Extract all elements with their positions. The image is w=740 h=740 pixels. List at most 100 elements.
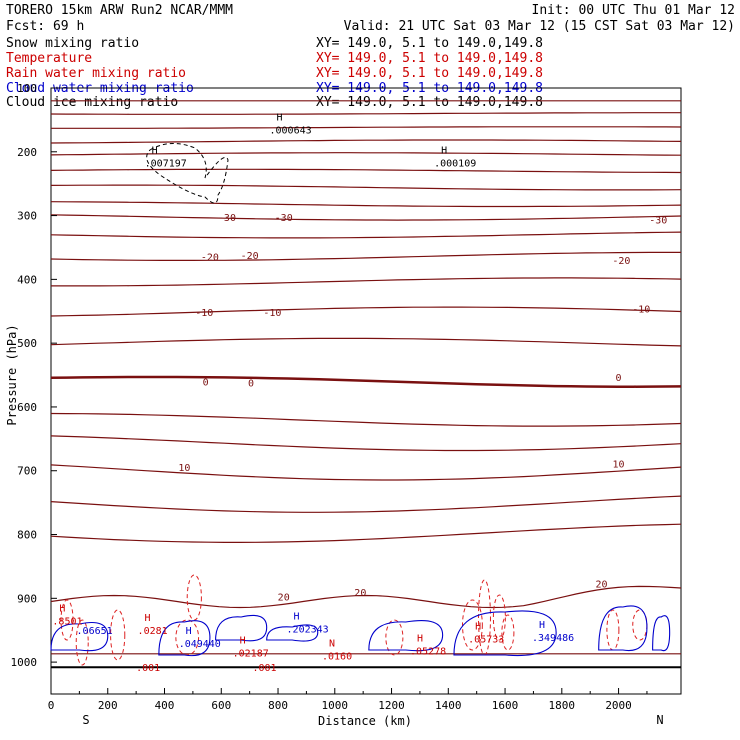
isotherm-label: -20 bbox=[612, 256, 630, 267]
maximum-marker: H bbox=[294, 612, 300, 623]
isotherm-line bbox=[51, 126, 682, 129]
x-end-label-right: N bbox=[656, 713, 663, 727]
legend-snow-xy: XY= 149.0, 5.1 to 149.0,149.8 bbox=[316, 36, 543, 51]
x-tick-label: 1000 bbox=[322, 699, 349, 712]
rain-contour bbox=[110, 609, 126, 661]
maximum-value: .000643 bbox=[270, 125, 312, 136]
rain-contour bbox=[186, 574, 202, 621]
isotherm-lines bbox=[50, 100, 682, 669]
isotherm-line bbox=[50, 201, 682, 208]
isotherm-line bbox=[50, 139, 682, 144]
maximum-marker: H bbox=[539, 620, 545, 631]
legend-cloud-ice-xy: XY= 149.0, 5.1 to 149.0,149.8 bbox=[316, 95, 543, 110]
isotherm-line bbox=[50, 168, 682, 174]
cloud-water-contour bbox=[50, 621, 109, 652]
maximum-value: .8501 bbox=[52, 616, 82, 627]
y-tick-label: 700 bbox=[17, 465, 37, 478]
maximum-marker: H bbox=[152, 145, 158, 156]
rain-contour bbox=[385, 619, 404, 656]
isotherm-label: -10 bbox=[263, 308, 281, 319]
isotherm-line bbox=[50, 112, 681, 115]
isotherm-line bbox=[50, 464, 682, 481]
maximum-value: .202343 bbox=[287, 625, 329, 636]
y-tick-label: 900 bbox=[17, 592, 37, 605]
valid-time: Valid: 21 UTC Sat 03 Mar 12 (15 CST Sat … bbox=[344, 19, 735, 34]
maximum-value: .049440 bbox=[179, 639, 221, 650]
y-tick-label: 400 bbox=[17, 273, 37, 286]
isotherm-line bbox=[50, 585, 682, 609]
isotherm-label: 20 bbox=[354, 588, 366, 599]
maximum-marker: H bbox=[276, 112, 282, 123]
x-end-label-left: S bbox=[82, 713, 89, 727]
contour-labels: -30 -30 -30 -20 -20 -20 -10 -10 -10 0 0 0 10 10 20 20 20 bbox=[178, 213, 667, 604]
x-tick-label: 2000 bbox=[605, 699, 632, 712]
isotherm-line bbox=[50, 184, 682, 191]
maximum-value: .001 bbox=[136, 663, 160, 674]
cloud-water-contour bbox=[652, 615, 671, 652]
maximum-marker: H bbox=[186, 626, 192, 637]
legend-cloud-ice: Cloud ice mixing ratio bbox=[6, 95, 178, 110]
x-tick-label: 400 bbox=[155, 699, 175, 712]
isotherm-label: 0 bbox=[616, 373, 622, 384]
isotherm-label: -30 bbox=[649, 215, 667, 226]
isotherm-line bbox=[51, 277, 682, 287]
x-tick-label: 1600 bbox=[492, 699, 519, 712]
isotherm-label: 10 bbox=[178, 463, 190, 474]
isotherm-line bbox=[50, 435, 682, 452]
forecast-hour: Fcst: 69 h bbox=[6, 19, 84, 34]
rain-contour bbox=[461, 599, 483, 651]
cloud-water-contour bbox=[598, 605, 648, 652]
rain-contour bbox=[501, 614, 515, 651]
maximum-value: .001 bbox=[252, 663, 276, 674]
maximum-value: .349486 bbox=[532, 633, 574, 644]
maximum-marker: H bbox=[441, 145, 447, 156]
y-tick-label: 200 bbox=[17, 146, 37, 159]
rain-contour bbox=[75, 619, 89, 666]
isotherm-line bbox=[50, 495, 682, 513]
maximum-value: .06651 bbox=[77, 626, 113, 637]
x-axis-label: Distance (km) bbox=[318, 714, 412, 728]
isotherm-line bbox=[50, 523, 682, 543]
y-tick-label: 800 bbox=[17, 529, 37, 542]
maximum-value: .000109 bbox=[434, 158, 476, 169]
y-tick-label: 100 bbox=[17, 82, 37, 95]
isotherm-line bbox=[50, 251, 681, 261]
maximum-value: .02187 bbox=[233, 648, 269, 659]
isotherm-line bbox=[50, 412, 682, 427]
y-axis-label: Pressure (hPa) bbox=[5, 324, 19, 425]
maximum-marker: H bbox=[240, 635, 246, 646]
init-time: Init: 00 UTC Thu 01 Mar 12 bbox=[532, 3, 736, 18]
x-tick-label: 1800 bbox=[549, 699, 576, 712]
isotherm-line bbox=[50, 306, 682, 317]
isotherm-label: 20 bbox=[278, 592, 290, 603]
legend-temperature: Temperature bbox=[6, 51, 92, 66]
cloud-water-contour bbox=[215, 614, 268, 642]
maximum-value: .0281 bbox=[138, 626, 168, 637]
y-tick-label: 600 bbox=[17, 401, 37, 414]
legend-snow: Snow mixing ratio bbox=[6, 36, 139, 51]
x-tick-label: 600 bbox=[211, 699, 231, 712]
x-axis-ticks: 0 200 400 600 800 1000 1200 1400 1600 1800 2000 bbox=[48, 688, 648, 712]
legend: Snow mixing ratio XY= 149.0, 5.1 to 149.… bbox=[6, 36, 543, 110]
cloud-water-contour bbox=[266, 624, 319, 642]
moisture-contours bbox=[50, 143, 671, 666]
isotherm-line bbox=[50, 214, 682, 221]
maximum-marker: H bbox=[59, 603, 65, 614]
isotherm-label: 10 bbox=[613, 460, 625, 471]
isotherm-label: -30 bbox=[218, 213, 236, 224]
rain-contour bbox=[606, 609, 620, 651]
x-tick-label: 1200 bbox=[378, 699, 405, 712]
legend-rain-xy: XY= 149.0, 5.1 to 149.0,149.8 bbox=[316, 66, 543, 81]
isotherm-label: 20 bbox=[596, 580, 608, 591]
y-tick-label: 1000 bbox=[11, 656, 38, 669]
maximum-marker: H bbox=[145, 613, 151, 624]
isotherm-line bbox=[50, 652, 682, 656]
isotherm-line bbox=[50, 375, 682, 388]
maximum-marker: N bbox=[329, 639, 335, 650]
isotherm-label: -10 bbox=[632, 305, 650, 316]
plot-frame bbox=[50, 87, 682, 695]
x-tick-label: 1400 bbox=[435, 699, 462, 712]
maximum-value: .05733 bbox=[468, 634, 504, 645]
isotherm-label: -10 bbox=[195, 308, 213, 319]
